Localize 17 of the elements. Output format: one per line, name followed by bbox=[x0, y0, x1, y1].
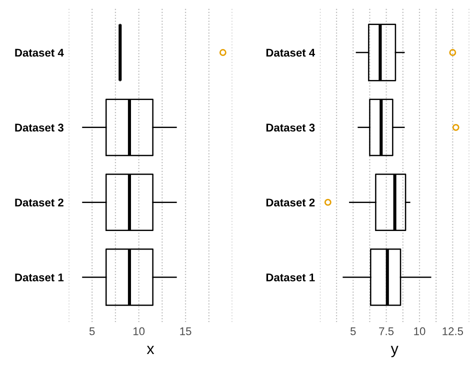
x-axis-title: x bbox=[146, 346, 154, 354]
y-tick-label: Dataset 2 bbox=[266, 198, 315, 206]
y-tick-label: Dataset 4 bbox=[266, 48, 316, 57]
x-tick-label: 7.5 bbox=[379, 327, 394, 336]
y-tick-label: Dataset 2 bbox=[15, 198, 64, 206]
x-tick-label: 10 bbox=[133, 327, 145, 336]
x-tick-label: 5 bbox=[350, 327, 356, 336]
x-tick-label: 12.5 bbox=[442, 327, 464, 336]
y-tick-label: Dataset 4 bbox=[15, 48, 64, 57]
x-tick-label: 10 bbox=[414, 327, 426, 336]
y-tick-label: Dataset 1 bbox=[15, 274, 64, 282]
y-tick-label: Dataset 1 bbox=[266, 274, 315, 282]
x-tick-label: 15 bbox=[180, 327, 192, 336]
y-tick-label: Dataset 3 bbox=[15, 124, 64, 132]
x-axis-title: y bbox=[390, 346, 398, 358]
y-tick-label: Dataset 3 bbox=[266, 124, 315, 132]
x-tick-label: 5 bbox=[89, 327, 95, 336]
